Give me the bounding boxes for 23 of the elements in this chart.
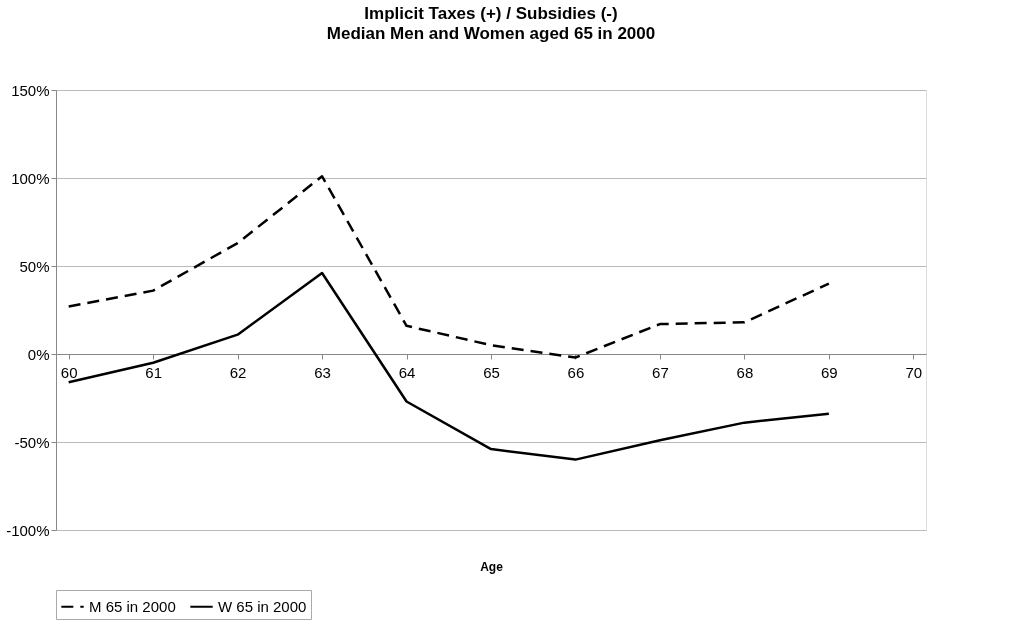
y-tick-label: 150%: [11, 81, 50, 99]
x-axis-title: Age: [480, 559, 504, 574]
x-tick-label: 66: [567, 363, 585, 381]
y-tick-label: 50%: [19, 257, 50, 275]
legend-label: M 65 in 2000: [89, 597, 176, 615]
y-tick-label: -100%: [6, 521, 50, 539]
x-tick-label: 62: [229, 363, 247, 381]
y-tick-label: 0%: [27, 345, 50, 363]
x-tick-label: 68: [736, 363, 754, 381]
chart-title: Implicit Taxes (+) / Subsidies (-): [364, 4, 618, 23]
x-tick-label: 60: [60, 363, 78, 381]
chart-subtitle: Median Men and Women aged 65 in 2000: [326, 24, 656, 43]
y-tick-label: 100%: [11, 169, 50, 187]
x-tick-label: 61: [145, 363, 162, 381]
x-tick-label: 69: [821, 363, 838, 381]
x-tick-label: 70: [905, 363, 923, 381]
x-tick-label: 65: [483, 363, 500, 381]
x-tick-label: 67: [652, 363, 669, 381]
x-tick-label: 64: [398, 363, 416, 381]
line-series: [67, 174, 831, 359]
y-tick-label: -50%: [14, 433, 50, 451]
legend-label: W 65 in 2000: [218, 597, 307, 615]
x-tick-label: 63: [314, 363, 331, 381]
